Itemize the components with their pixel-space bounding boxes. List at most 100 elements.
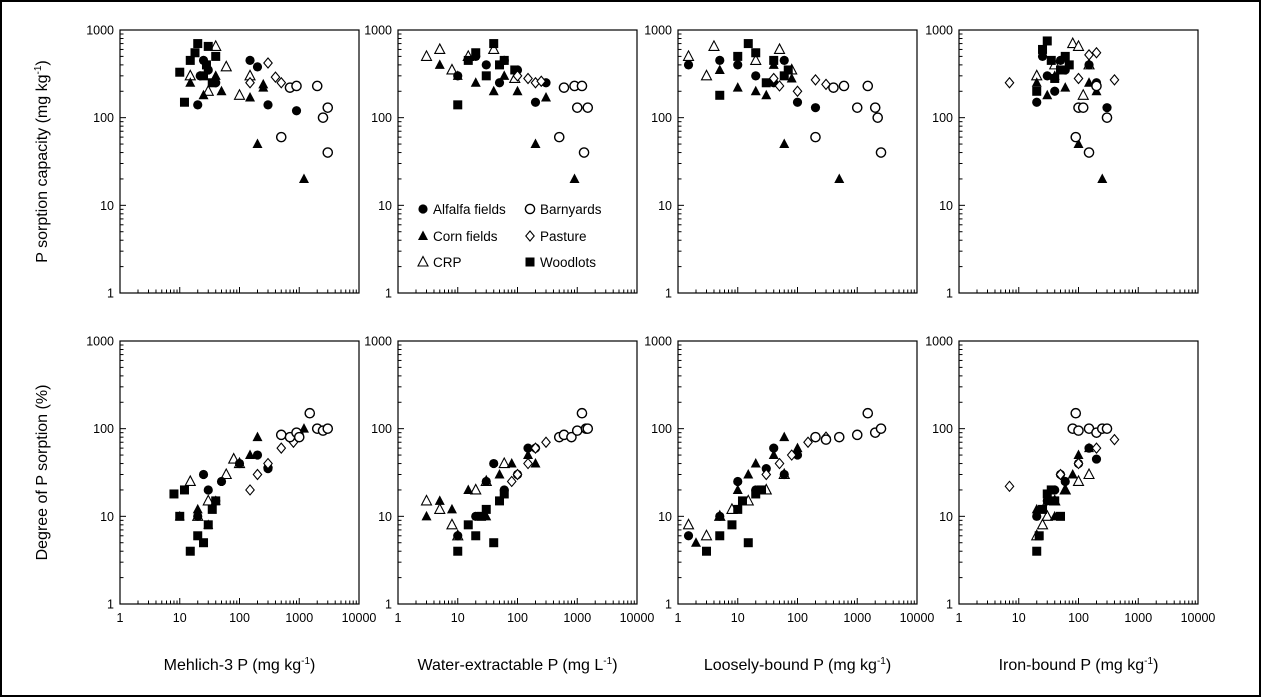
point-corn: [569, 173, 580, 183]
point-alfalfa: [1084, 60, 1094, 70]
point-corn: [258, 78, 269, 89]
point-woodlots: [702, 546, 712, 556]
point-woodlots: [1032, 546, 1042, 556]
point-barnyards: [828, 82, 839, 93]
point-pasture: [276, 442, 287, 454]
x-tick-label: 1: [675, 611, 682, 625]
panel-2-3: 1 10 100 1000 1 10 100 1000 10000: [644, 335, 934, 626]
point-woodlots: [207, 504, 217, 514]
point-alfalfa: [252, 450, 263, 460]
point-woodlots: [1034, 531, 1044, 541]
point-woodlots: [453, 546, 463, 556]
point-corn: [1060, 82, 1071, 92]
point-pasture: [512, 69, 523, 82]
point-woodlots: [211, 51, 221, 61]
x-tick-label: 10000: [342, 611, 377, 625]
y-tick-label: 10: [378, 199, 392, 213]
y-tick-label: 100: [651, 422, 672, 436]
point-corn: [1060, 484, 1071, 494]
panel-1-3: 1 10 100 1000: [644, 24, 918, 301]
point-alfalfa: [499, 485, 509, 495]
point-woodlots: [737, 496, 747, 506]
y-tick-label: 1: [107, 598, 114, 612]
point-pasture: [761, 468, 772, 481]
point-crp: [433, 42, 446, 54]
point-crp: [184, 474, 197, 486]
point-barnyards: [291, 80, 302, 92]
point-crp: [220, 467, 233, 480]
point-alfalfa: [779, 55, 789, 66]
point-corn: [512, 85, 523, 96]
point-corn: [481, 510, 492, 521]
point-crp: [487, 42, 500, 54]
point-woodlots: [1038, 504, 1048, 514]
point-alfalfa: [252, 62, 263, 72]
point-crp: [1072, 474, 1085, 486]
point-barnyards: [838, 80, 850, 92]
point-corn: [1042, 89, 1053, 100]
point-crp: [1083, 467, 1095, 480]
x-axis-title-4: Iron-bound P (mg kg-1): [999, 656, 1159, 674]
point-woodlots: [169, 489, 179, 499]
point-pasture: [512, 468, 523, 481]
x-tick-label: 1: [956, 611, 963, 625]
point-alfalfa: [1060, 476, 1070, 487]
point-alfalfa: [751, 71, 761, 81]
point-alfalfa: [471, 511, 481, 521]
point-pasture: [541, 436, 551, 449]
point-corn: [779, 138, 790, 149]
point-pasture: [768, 72, 779, 85]
point-barnyards: [576, 407, 588, 419]
point-barnyards: [322, 102, 334, 113]
x-tick-label: 100: [1068, 611, 1089, 625]
point-woodlots: [779, 71, 789, 81]
point-pasture: [1004, 480, 1015, 493]
point-woodlots: [193, 39, 203, 49]
point-alfalfa: [234, 458, 245, 469]
y-axis-title-top: P sorption capacity (mg kg-1): [33, 60, 51, 262]
point-corn: [530, 138, 541, 149]
point-pasture: [803, 436, 813, 449]
point-alfalfa: [203, 65, 213, 75]
point-corn: [1097, 173, 1108, 183]
point-woodlots: [453, 100, 463, 110]
panel-2-1: 1 10 100 1000 1 10 100 1000 10000: [86, 335, 376, 626]
point-crp: [420, 49, 433, 61]
point-alfalfa: [761, 464, 771, 474]
point-corn: [499, 70, 510, 80]
x-axis-title-2: Water-extractable P (mg L-1): [417, 656, 617, 674]
point-pasture: [523, 457, 533, 470]
y-tick-label: 1: [385, 598, 392, 612]
legend-marker-pasture: [525, 230, 535, 242]
point-corn: [446, 503, 457, 514]
point-alfalfa: [1032, 511, 1042, 521]
point-barnyards: [869, 102, 881, 113]
point-alfalfa: [683, 60, 694, 70]
point-pasture: [1109, 73, 1120, 86]
point-woodlots: [1038, 44, 1048, 54]
point-crp: [233, 88, 246, 100]
point-alfalfa: [523, 443, 533, 453]
point-woodlots: [203, 41, 213, 51]
point-woodlots: [179, 485, 189, 495]
point-corn: [750, 458, 761, 468]
y-tick-label: 1: [665, 598, 672, 612]
point-barnyards: [275, 429, 287, 441]
point-woodlots: [495, 496, 505, 506]
point-alfalfa: [733, 60, 743, 70]
x-tick-label: 1: [395, 611, 402, 625]
point-pasture: [245, 484, 255, 496]
y-tick-label: 10: [939, 510, 953, 524]
point-alfalfa: [193, 100, 203, 110]
point-corn: [834, 173, 845, 183]
point-alfalfa: [779, 469, 789, 480]
point-alfalfa: [499, 55, 509, 66]
point-pasture: [774, 80, 785, 92]
point-corn: [216, 85, 227, 96]
point-barnyards: [571, 425, 583, 436]
legend-label-corn: Corn fields: [433, 229, 498, 244]
point-crp: [446, 518, 458, 530]
point-alfalfa: [211, 496, 221, 506]
point-barnyards: [872, 112, 884, 123]
point-barnyards: [582, 102, 594, 113]
